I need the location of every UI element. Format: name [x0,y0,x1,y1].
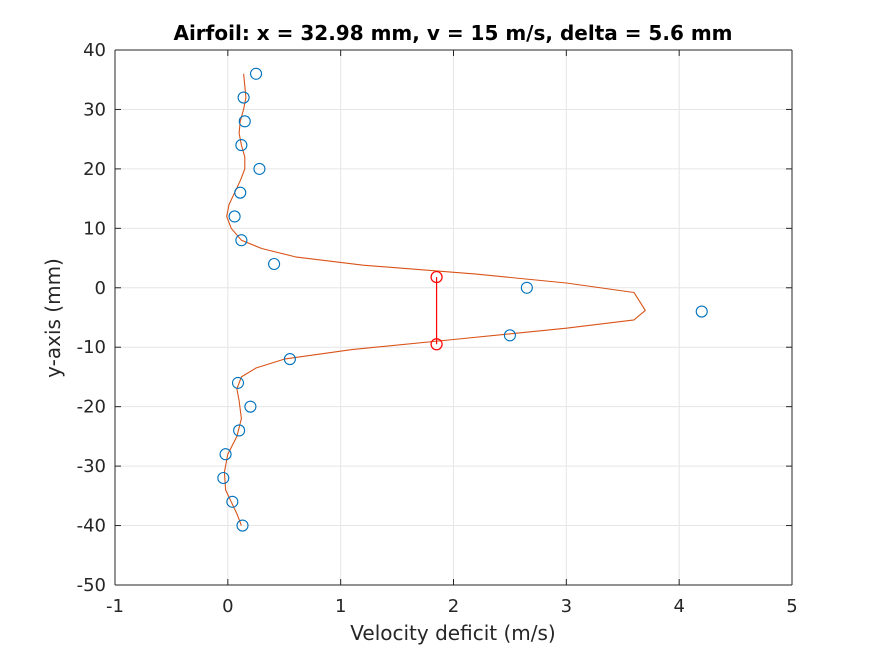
fit-curve [223,73,646,526]
x-tick-label: -1 [106,596,124,617]
y-tick-label: -40 [77,516,106,537]
data-point [268,257,281,271]
y-tick-label: 40 [83,40,106,61]
data-point [244,400,257,413]
x-tick-label: 1 [335,596,346,617]
data-point [233,424,246,437]
y-axis-label: y-axis (mm) [41,258,65,378]
y-tick-label: -20 [77,397,106,418]
y-tick-label: 0 [95,278,106,299]
data-point [235,234,248,247]
data-point [238,115,251,128]
x-tick-label: 5 [786,596,797,617]
data-point [234,186,247,199]
data-point [235,139,248,152]
width-marker-point [430,270,443,284]
chart-title: Airfoil: x = 32.98 mm, v = 15 m/s, delta… [173,21,732,45]
x-tick-label: 2 [448,596,459,617]
data-point [695,305,708,318]
data-point [228,210,241,223]
data-point [283,353,296,366]
x-tick-label: 0 [222,596,233,617]
data-point [236,519,249,532]
x-axis-label: Velocity deficit (m/s) [350,621,555,645]
y-tick-label: -50 [77,575,106,596]
data-point [231,376,245,389]
data-point [249,67,263,80]
y-tick-label: 20 [83,159,106,180]
width-marker-point [430,338,443,351]
y-tick-label: 30 [83,99,106,120]
x-tick-label: 4 [673,596,684,617]
x-tick-label: 3 [561,596,572,617]
data-point [217,471,230,485]
data-layer [217,67,708,532]
data-point [226,495,239,508]
data-point [520,281,533,294]
y-tick-label: -10 [77,337,106,358]
data-point [219,448,232,461]
data-point [253,162,266,175]
data-point [503,329,516,342]
y-tick-label: -30 [77,456,106,477]
y-tick-label: 10 [83,218,106,239]
data-point [237,91,250,104]
